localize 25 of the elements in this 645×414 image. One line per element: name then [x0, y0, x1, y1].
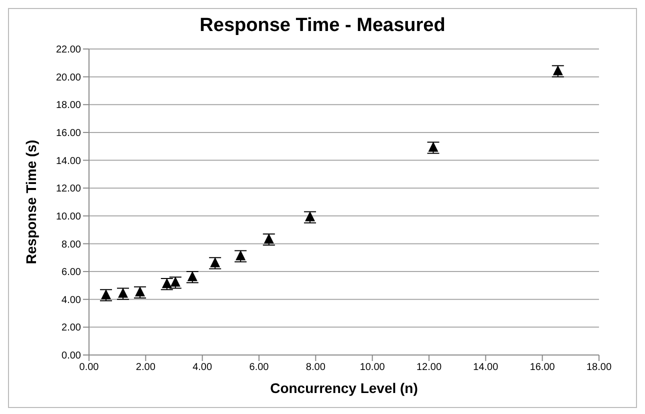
x-tick-label: 16.00: [530, 362, 556, 374]
y-tick-label: 6.00: [62, 267, 82, 278]
y-tick-label: 22.00: [56, 44, 82, 56]
x-tick-label: 14.00: [473, 362, 499, 374]
y-tick-label: 10.00: [56, 211, 82, 222]
y-tick-label: 4.00: [62, 294, 82, 306]
y-tick-label: 8.00: [62, 239, 82, 250]
y-tick-label: 2.00: [62, 322, 82, 334]
x-tick-label: 10.00: [360, 362, 386, 374]
x-tick-label: 0.00: [79, 362, 100, 374]
x-axis-title: Concurrency Level (n): [270, 380, 418, 396]
y-tick-label: 16.00: [56, 128, 82, 140]
y-tick-label: 20.00: [56, 72, 82, 84]
y-tick-label: 0.00: [62, 350, 82, 362]
chart-title: Response Time - Measured: [198, 15, 446, 37]
x-tick-label: 6.00: [249, 362, 270, 374]
x-tick-label: 18.00: [586, 362, 612, 374]
x-tick-label: 2.00: [136, 362, 156, 374]
y-tick-label: 18.00: [56, 100, 82, 112]
x-tick-label: 4.00: [192, 362, 212, 374]
y-tick-label: 14.00: [56, 156, 82, 167]
x-tick-label: 8.00: [306, 362, 326, 374]
x-tick-label: 12.00: [416, 362, 442, 374]
y-axis-title: Response Time (s): [22, 140, 39, 264]
y-tick-label: 12.00: [56, 184, 82, 195]
